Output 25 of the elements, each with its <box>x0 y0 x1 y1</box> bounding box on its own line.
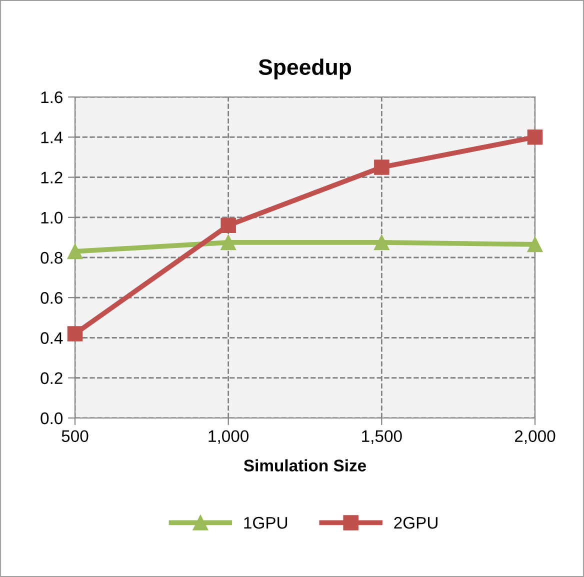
point <box>527 129 543 145</box>
point <box>220 234 236 250</box>
point <box>220 218 236 234</box>
y-tick-label: 1.4 <box>41 132 63 144</box>
x-tick-label: 2,000 <box>514 430 556 444</box>
legend-label: 2GPU <box>394 516 438 529</box>
x-tick-label: 1,500 <box>362 430 402 444</box>
y-tick-label: 1.6 <box>41 91 62 104</box>
x-tick-label: 500 <box>62 430 88 442</box>
point <box>67 326 83 342</box>
legend-label: 1GPU <box>244 516 288 529</box>
point <box>527 236 543 252</box>
y-tick-label: 0.0 <box>40 412 63 424</box>
y-tick-label: 0.8 <box>40 252 62 264</box>
y-tick-label: 0.2 <box>40 372 62 384</box>
point <box>67 244 83 260</box>
point <box>374 234 390 250</box>
y-tick-label: 0.6 <box>40 292 62 304</box>
y-tick-label: 1.0 <box>41 212 63 224</box>
point <box>374 160 390 175</box>
x-tick-label: 1,000 <box>208 430 249 444</box>
y-tick-label: 1.2 <box>41 172 62 184</box>
chart-title: Speedup <box>258 58 352 80</box>
y-tick-label: 0.4 <box>40 332 63 344</box>
x-axis-title: Simulation Size <box>244 459 366 472</box>
